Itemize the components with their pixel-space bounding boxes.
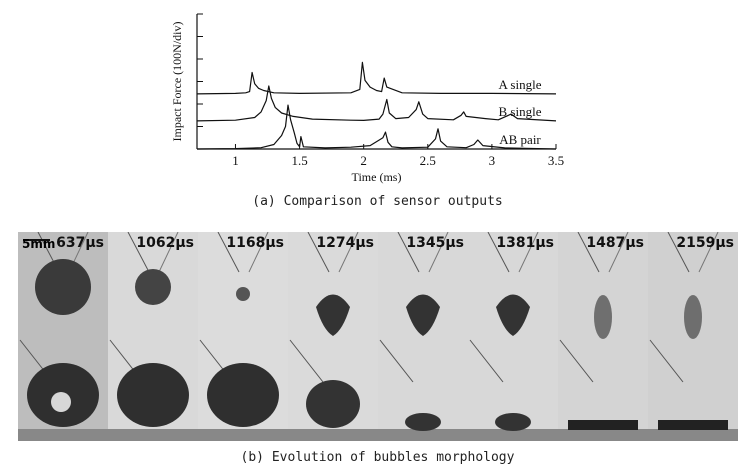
needle-line-top — [338, 232, 359, 273]
scale-bar-label: 5mm — [22, 237, 55, 251]
needle-line-top — [667, 232, 690, 273]
x-tick-label: 2.5 — [420, 153, 436, 168]
frame-drawing — [558, 232, 648, 441]
needle-line-top — [577, 232, 600, 273]
needle-line-top — [397, 232, 420, 273]
bubble-bottom — [306, 380, 360, 428]
needle-line-bottom — [379, 339, 414, 383]
needle-line-bottom — [649, 339, 684, 383]
needle-line-top — [518, 232, 539, 273]
series-line — [196, 104, 557, 150]
x-axis-label: Time (ms) — [352, 170, 402, 184]
bubble-top — [236, 287, 250, 301]
bubble-bottom — [568, 420, 638, 430]
needle-line-top — [248, 232, 269, 273]
x-tick-label: 1 — [232, 153, 239, 168]
bubble-bottom — [207, 363, 279, 427]
photo-frame: 1487μs — [558, 232, 648, 441]
frame-drawing — [288, 232, 378, 441]
frame-drawing — [468, 232, 558, 441]
floor — [288, 429, 378, 441]
bubble-bottom — [405, 413, 441, 431]
needle-line-top — [217, 232, 240, 273]
impact-force-chart: 1 1.5 2 2.5 3 3.5 A single B single AB pair Time… — [170, 13, 564, 184]
frame-time-label: 1487μs — [586, 235, 644, 251]
needle-line-bottom — [469, 339, 504, 383]
frame-drawing — [198, 232, 288, 441]
needle-line-top — [127, 232, 150, 273]
floor — [648, 429, 738, 441]
x-tick-label: 1.5 — [291, 153, 307, 168]
photo-frame: 1274μs — [288, 232, 378, 441]
needle-line-top — [428, 232, 449, 273]
series-line — [196, 61, 557, 95]
floor — [108, 429, 198, 441]
needle-line-bottom — [289, 339, 324, 383]
frame-drawing — [108, 232, 198, 441]
bubble-photo-strip: 5mm 637μs 1062μs 1168μs 1274μs 1345μs 1381μs 14… — [18, 232, 738, 441]
caption-b: (b) Evolution of bubbles morphology — [240, 450, 515, 465]
bubble-bottom — [495, 413, 531, 431]
photo-frame: 1381μs — [468, 232, 558, 441]
bubble-top — [594, 295, 612, 339]
needle-line-bottom — [559, 339, 594, 383]
frame-drawing — [648, 232, 738, 441]
frame-time-label: 1274μs — [316, 235, 374, 251]
series-label: B single — [499, 104, 542, 119]
floor — [468, 429, 558, 441]
floor — [18, 429, 108, 441]
needle-line-top — [307, 232, 330, 273]
frame-time-label: 1381μs — [496, 235, 554, 251]
floor — [558, 429, 648, 441]
bubble-top — [406, 294, 440, 336]
series-label: AB pair — [499, 132, 541, 147]
needle-line-top — [487, 232, 510, 273]
series-line — [196, 85, 557, 122]
photo-frame: 1062μs — [108, 232, 198, 441]
bubble-top — [35, 259, 91, 315]
x-tick-label: 3 — [489, 153, 496, 168]
bubble-bottom — [658, 420, 728, 430]
photo-frame: 1168μs — [198, 232, 288, 441]
frame-time-label: 1168μs — [226, 235, 284, 251]
x-tick-label: 2 — [360, 153, 367, 168]
series-label: A single — [499, 77, 542, 92]
needle-line-top — [608, 232, 629, 273]
frame-time-label: 637μs — [56, 235, 104, 251]
photo-frame: 2159μs — [648, 232, 738, 441]
frame-time-label: 1062μs — [136, 235, 194, 251]
bubble-bottom — [117, 363, 189, 427]
chart-labels: A single B single AB pair Time (ms) Impact F… — [170, 22, 542, 184]
y-axis-label: Impact Force (100N/div) — [170, 22, 184, 142]
caption-a: (a) Comparison of sensor outputs — [252, 194, 503, 209]
reflection-highlight — [51, 392, 71, 412]
bubble-top — [316, 294, 350, 336]
photo-frame: 5mm 637μs — [18, 232, 108, 441]
needle-line-top — [158, 232, 179, 273]
chart-lines — [196, 61, 557, 150]
frame-drawing: 5mm — [18, 232, 108, 441]
frame-time-label: 1345μs — [406, 235, 464, 251]
x-tick-label: 3.5 — [548, 153, 564, 168]
floor — [198, 429, 288, 441]
photo-frame: 1345μs — [378, 232, 468, 441]
bubble-top — [684, 295, 702, 339]
bubble-top — [496, 294, 530, 336]
frame-drawing — [378, 232, 468, 441]
needle-line-top — [698, 232, 719, 273]
bubble-top — [135, 269, 171, 305]
floor — [378, 429, 468, 441]
frame-time-label: 2159μs — [676, 235, 734, 251]
